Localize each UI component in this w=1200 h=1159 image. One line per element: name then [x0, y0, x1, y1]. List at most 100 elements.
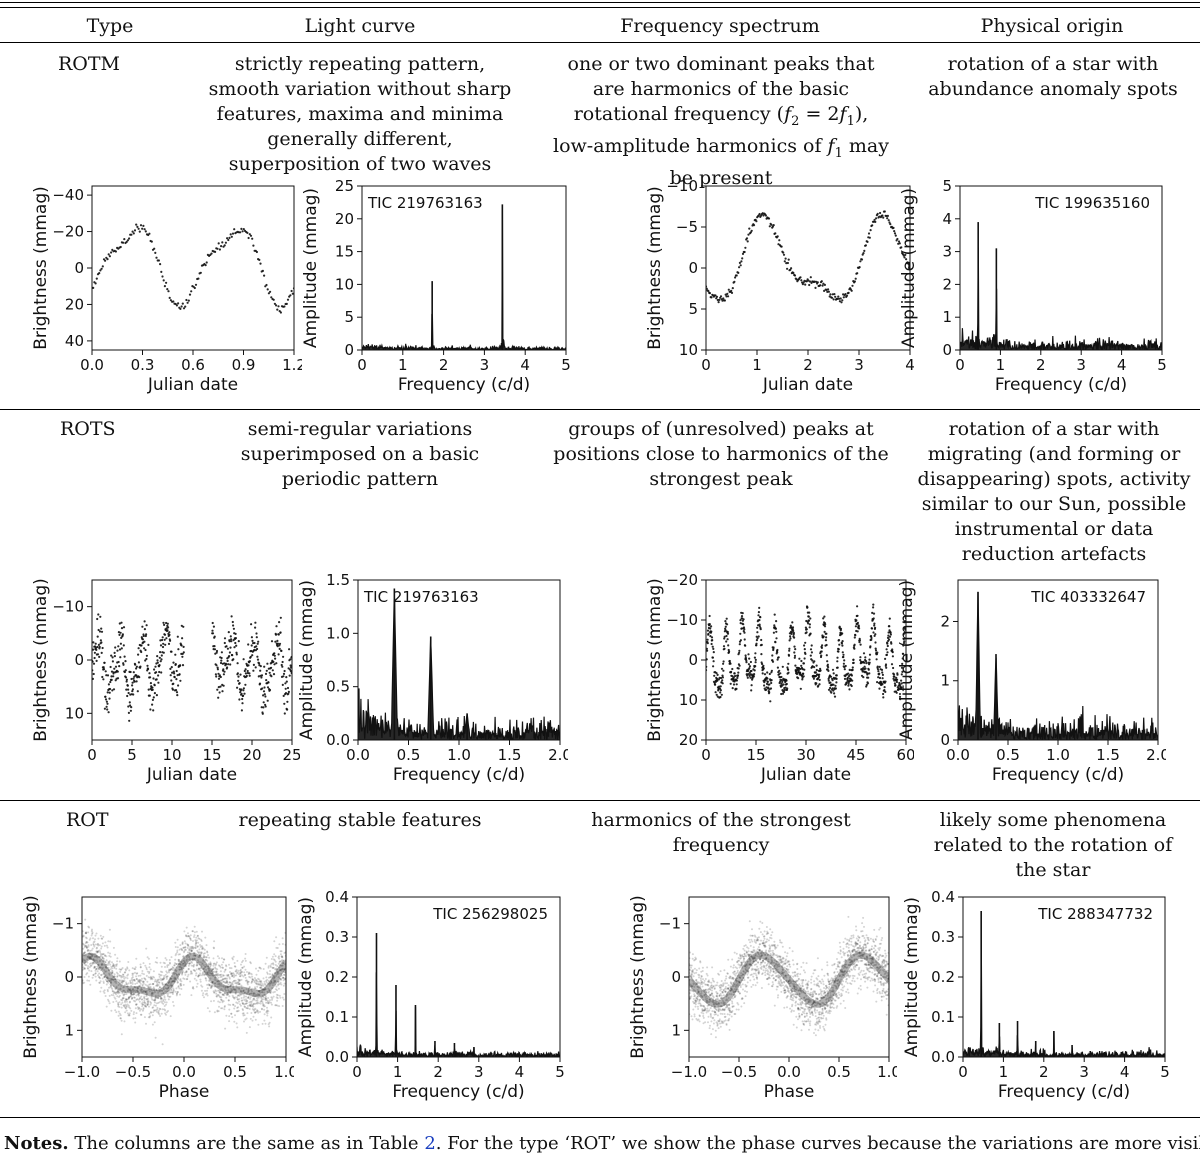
- data-point: [119, 979, 122, 982]
- data-point: [106, 674, 110, 677]
- data-point: [831, 687, 834, 690]
- data-point: [180, 980, 183, 983]
- data-point: [229, 635, 232, 638]
- data-point: [234, 989, 237, 992]
- data-point: [215, 995, 218, 998]
- data-point: [730, 987, 732, 990]
- data-point: [771, 660, 775, 663]
- data-point: [161, 636, 164, 639]
- data-point: [118, 994, 121, 997]
- data-point: [116, 649, 119, 652]
- data-point: [280, 960, 283, 963]
- data-point: [267, 983, 270, 986]
- data-point: [276, 970, 279, 973]
- data-point: [279, 981, 282, 984]
- data-point: [271, 997, 274, 1000]
- data-point: [732, 683, 736, 686]
- data-point: [235, 651, 238, 654]
- data-point: [179, 964, 182, 966]
- data-point: [112, 976, 115, 978]
- data-point: [260, 676, 263, 679]
- data-point: [256, 658, 260, 661]
- data-point: [145, 995, 148, 997]
- data-point: [694, 956, 697, 959]
- data-point: [163, 985, 166, 988]
- data-point: [256, 1010, 258, 1013]
- data-point: [827, 679, 830, 682]
- data-point: [273, 975, 275, 978]
- data-point: [167, 986, 170, 989]
- data-point: [704, 989, 707, 991]
- data-point: [139, 985, 142, 987]
- data-point: [231, 982, 234, 985]
- data-point: [753, 656, 756, 659]
- data-point: [172, 969, 175, 972]
- data-point: [893, 230, 896, 233]
- data-point: [125, 998, 128, 1001]
- data-point: [182, 965, 185, 968]
- data-point: [718, 1019, 721, 1022]
- data-point: [734, 990, 737, 993]
- data-point: [118, 1006, 121, 1008]
- data-point: [100, 973, 103, 976]
- data-point: [901, 662, 904, 665]
- data-point: [130, 992, 132, 995]
- data-point: [875, 217, 878, 220]
- data-point: [90, 957, 93, 960]
- data-point: [719, 989, 722, 992]
- data-point: [128, 719, 131, 722]
- data-point: [209, 966, 211, 969]
- data-point: [139, 974, 142, 977]
- data-point: [244, 1002, 247, 1005]
- data-point: [221, 1001, 224, 1004]
- data-point: [777, 656, 780, 659]
- data-point: [154, 994, 157, 997]
- data-point: [183, 959, 185, 962]
- data-point: [129, 1007, 132, 1010]
- data-point: [98, 975, 100, 978]
- data-point: [261, 983, 264, 986]
- data-point: [714, 984, 717, 987]
- data-point: [144, 230, 147, 233]
- data-point: [95, 955, 98, 958]
- data-point: [734, 983, 736, 986]
- data-point: [720, 997, 722, 1000]
- data-point: [218, 983, 221, 986]
- data-point: [149, 978, 152, 981]
- data-point: [710, 997, 713, 1000]
- data-point: [141, 972, 144, 975]
- data-point: [225, 964, 227, 967]
- data-point: [719, 685, 722, 688]
- data-point: [183, 978, 186, 980]
- data-point: [117, 1005, 120, 1008]
- data-point: [227, 974, 230, 976]
- data-point: [731, 1002, 734, 1005]
- data-point: [215, 971, 218, 973]
- data-point: [234, 1014, 236, 1017]
- data-point: [111, 689, 114, 692]
- data-point: [815, 668, 818, 672]
- data-point: [227, 663, 230, 666]
- data-point: [821, 284, 824, 287]
- data-point: [116, 991, 119, 994]
- data-point: [115, 967, 118, 970]
- data-point: [251, 987, 254, 990]
- data-point: [214, 989, 217, 992]
- data-point: [702, 1015, 705, 1017]
- data-point: [259, 262, 262, 265]
- data-point: [150, 996, 153, 999]
- data-point: [248, 1001, 251, 1004]
- data-point: [814, 286, 817, 289]
- data-point: [695, 983, 698, 986]
- data-point: [185, 971, 188, 974]
- data-point: [85, 931, 88, 934]
- data-point: [268, 1001, 271, 1003]
- data-point: [829, 681, 832, 684]
- data-point: [114, 250, 117, 253]
- y-tick-label: 10: [679, 691, 698, 709]
- data-point: [130, 989, 133, 992]
- data-point: [83, 954, 85, 957]
- data-point: [169, 969, 172, 972]
- data-point: [695, 957, 698, 960]
- data-point: [263, 1005, 266, 1008]
